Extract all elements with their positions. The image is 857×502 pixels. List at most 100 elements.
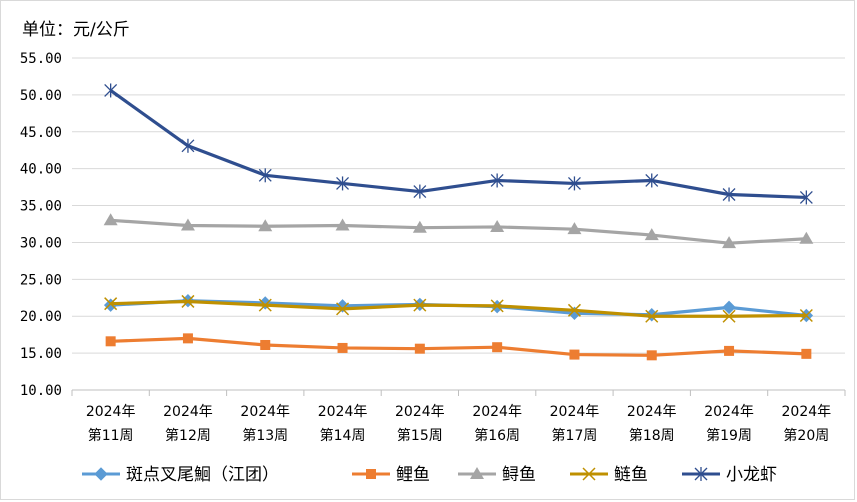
y-tick-label: 35.00 <box>20 199 62 215</box>
y-tick-label: 45.00 <box>20 125 62 141</box>
x-tick-label: 第16周 <box>474 427 520 444</box>
axes <box>71 389 846 396</box>
data-point-stroke <box>567 303 581 317</box>
data-point <box>258 219 273 232</box>
x-tick-label: 2024年 <box>163 404 213 420</box>
x-tick-label: 第14周 <box>320 427 366 444</box>
data-point <box>799 190 813 205</box>
x-tick-label: 2024年 <box>550 404 600 420</box>
x-tick-label: 第13周 <box>242 427 288 444</box>
data-point <box>336 302 350 316</box>
data-point <box>413 184 427 199</box>
data-point <box>414 343 425 354</box>
series <box>103 83 814 361</box>
x-tick-label: 第11周 <box>88 427 134 444</box>
data-point <box>722 300 736 315</box>
data-point-stroke <box>582 467 596 481</box>
data-point <box>490 219 505 232</box>
series-square <box>105 333 812 361</box>
legend-label: 小龙虾 <box>726 465 777 485</box>
data-point <box>94 467 108 481</box>
legend-item: 小龙虾 <box>682 465 777 485</box>
data-point <box>105 336 116 347</box>
data-point-stroke <box>104 297 118 311</box>
data-point <box>258 298 272 312</box>
data-point-stroke <box>799 308 813 323</box>
data-point-stroke <box>490 299 504 313</box>
data-point <box>335 218 350 231</box>
data-point <box>569 349 580 360</box>
legend-label: 斑点叉尾鮰（江团） <box>126 465 279 485</box>
grid-lines <box>72 57 845 354</box>
data-point <box>412 220 427 233</box>
series-line <box>109 89 807 200</box>
series-line <box>110 218 807 245</box>
data-point-stroke <box>722 309 736 323</box>
y-tick-label: 55.00 <box>20 51 62 67</box>
x-tick-label: 2024年 <box>395 404 445 420</box>
data-point <box>694 467 708 481</box>
data-point <box>490 299 504 313</box>
x-tick-label: 2024年 <box>472 404 522 420</box>
data-point <box>567 303 581 317</box>
data-point <box>799 308 813 323</box>
y-tick-label: 30.00 <box>20 235 62 251</box>
x-tick-label: 2024年 <box>318 404 368 420</box>
x-tick-label: 第18周 <box>629 427 675 444</box>
data-point <box>722 236 737 249</box>
x-tick-label: 2024年 <box>782 404 832 420</box>
y-tick-label: 25.00 <box>20 272 62 288</box>
data-point <box>180 218 195 231</box>
data-point <box>260 339 271 350</box>
data-point <box>801 348 812 359</box>
x-tick-label: 2024年 <box>86 404 136 420</box>
legend-label: 鲢鱼 <box>614 465 648 485</box>
data-point <box>582 467 596 481</box>
unit-label: 单位：元/公斤 <box>22 20 130 40</box>
legend: 斑点叉尾鮰（江团） 鲤鱼 鲟鱼 鲢鱼 小龙虾 <box>82 465 777 485</box>
data-point-stroke <box>336 302 350 316</box>
data-point <box>567 176 581 191</box>
x-tick-label: 第20周 <box>783 427 829 444</box>
series-star <box>104 83 813 205</box>
data-point-stroke <box>645 309 659 323</box>
legend-label: 鲟鱼 <box>502 465 536 485</box>
data-point <box>182 333 193 344</box>
data-point <box>366 469 376 479</box>
data-point <box>722 187 736 202</box>
data-point <box>104 297 118 311</box>
data-point <box>181 294 195 308</box>
y-tick-label: 40.00 <box>20 162 62 178</box>
data-point <box>646 350 657 361</box>
data-point <box>567 222 582 235</box>
series-triangle <box>103 213 814 249</box>
y-tick-label: 50.00 <box>20 88 62 104</box>
legend-item: 鲟鱼 <box>458 465 536 485</box>
data-point <box>470 467 484 479</box>
x-tick-label: 2024年 <box>627 404 677 420</box>
y-tick-label: 20.00 <box>20 309 62 325</box>
data-point <box>722 309 736 323</box>
legend-item: 斑点叉尾鮰（江团） <box>82 465 279 485</box>
data-point <box>258 168 272 183</box>
data-point <box>336 176 350 191</box>
x-tick-label: 2024年 <box>240 404 290 420</box>
legend-item: 鲤鱼 <box>352 465 430 485</box>
data-point <box>258 296 272 310</box>
data-point <box>645 173 659 188</box>
data-point <box>644 228 659 241</box>
data-point <box>724 345 735 356</box>
data-point <box>799 231 814 244</box>
data-point <box>645 309 659 323</box>
x-tick-label: 第17周 <box>552 427 598 444</box>
data-point-stroke <box>181 294 195 308</box>
series-line <box>110 336 807 357</box>
x-tick-label: 第19周 <box>706 427 752 444</box>
data-point <box>337 342 348 353</box>
legend-item: 鲢鱼 <box>570 465 648 485</box>
y-axis-ticks: 10.00 15.00 20.00 25.00 30.00 35.00 40.00 45.00… <box>20 51 62 399</box>
y-tick-label: 15.00 <box>20 346 62 362</box>
